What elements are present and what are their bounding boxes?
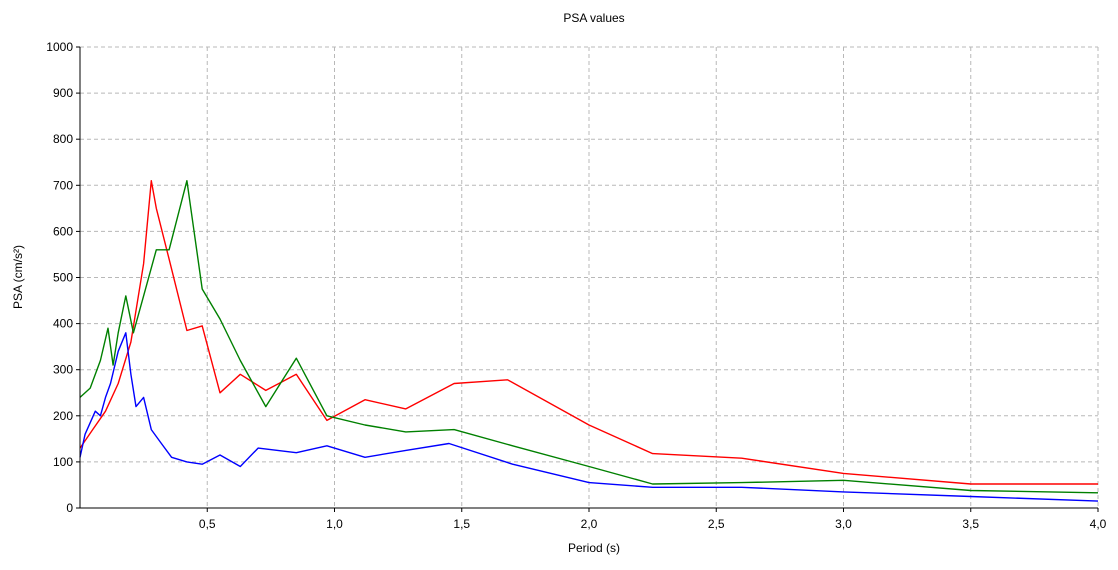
y-tick-label: 200 xyxy=(53,409,73,423)
x-tick-label: 0,5 xyxy=(199,517,216,531)
y-tick-label: 0 xyxy=(66,501,73,515)
axes xyxy=(79,47,1098,509)
series-group xyxy=(79,179,1099,502)
x-tick-label: 2,5 xyxy=(708,517,725,531)
series-line-2 xyxy=(79,179,1099,494)
tick-labels: 0 100 200 300 400 500 600 700 800 900 1000 0,5 1,0 1,… xyxy=(46,40,1106,531)
y-tick-label: 300 xyxy=(53,363,73,377)
y-tick-label: 700 xyxy=(53,178,73,192)
y-tick-label: 100 xyxy=(53,455,73,469)
y-tick-label: 900 xyxy=(53,86,73,100)
chart-title: PSA values xyxy=(563,11,624,25)
series-line-1 xyxy=(79,179,1098,485)
x-axis-title: Period (s) xyxy=(568,541,620,555)
x-tick-label: 4,0 xyxy=(1090,517,1107,531)
y-tick-label: 500 xyxy=(53,271,73,285)
x-tick-label: 3,0 xyxy=(835,517,852,531)
y-tick-label: 1000 xyxy=(46,40,73,54)
grid xyxy=(80,46,1099,508)
y-tick-label: 600 xyxy=(53,224,73,238)
x-tick-label: 1,5 xyxy=(453,517,470,531)
x-tick-label: 1,0 xyxy=(326,517,343,531)
x-tick-label: 3,5 xyxy=(962,517,979,531)
series-line-3 xyxy=(79,332,1099,502)
x-tick-label: 2,0 xyxy=(581,517,598,531)
y-tick-label: 400 xyxy=(53,317,73,331)
y-axis-title: PSA (cm/s²) xyxy=(11,245,25,309)
y-tick-label: 800 xyxy=(53,132,73,146)
